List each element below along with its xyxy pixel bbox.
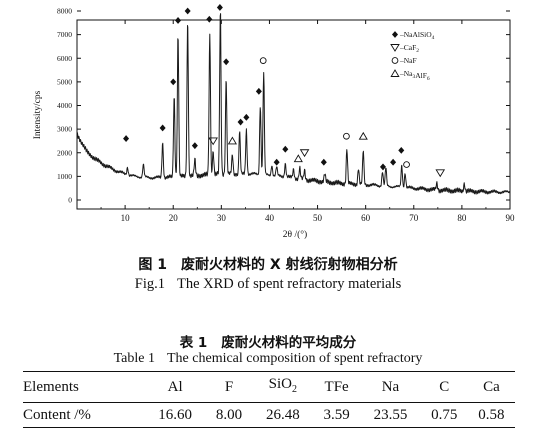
column-header: Ca	[467, 371, 515, 403]
legend-symbol-naalsio4	[392, 31, 398, 38]
phase-marker-caf2	[435, 169, 446, 178]
column-header: Al	[144, 371, 206, 403]
table-row: Content /% 16.60 8.00 26.48 3.59 23.55 0…	[23, 402, 515, 428]
x-tick-label: 40	[265, 213, 275, 223]
legend-label: –Na3AlF6	[399, 69, 430, 82]
phase-marker-na3alf6	[293, 154, 303, 163]
legend-symbol-caf2	[390, 44, 400, 52]
y-tick-label: 8000	[57, 7, 72, 16]
phase-marker-naalsio4	[243, 113, 250, 121]
y-tick-label: 1000	[57, 172, 72, 181]
legend-label: –NaF	[399, 56, 417, 65]
plot-border	[76, 19, 511, 210]
x-tick-label: 50	[313, 213, 323, 223]
legend-symbol-na3alf6	[390, 69, 400, 77]
phase-marker-naalsio4	[159, 124, 166, 132]
column-header: Na	[360, 371, 421, 403]
phase-marker-naalsio4	[320, 158, 327, 166]
y-tick-label: 2000	[57, 148, 72, 157]
phase-marker-naalsio4	[175, 17, 182, 24]
figure-number-en: Fig.1	[134, 276, 165, 292]
x-tick-label: 60	[361, 213, 371, 223]
phase-marker-naalsio4	[273, 158, 280, 166]
y-tick-label: 7000	[57, 30, 72, 39]
y-tick-label: 6000	[57, 54, 72, 63]
phase-marker-naalsio4	[191, 142, 198, 150]
y-tick-label: 0	[68, 196, 72, 205]
phase-marker-naalsio4	[223, 58, 230, 66]
y-tick-label: 5000	[57, 77, 72, 86]
plot-frame	[76, 19, 511, 210]
xrd-pattern-line	[76, 13, 511, 195]
value-cell: 26.48	[252, 402, 314, 428]
phase-marker-naalsio4	[255, 87, 262, 95]
phase-marker-naalsio4	[390, 158, 397, 166]
phase-marker-naalsio4	[123, 135, 130, 142]
x-axis-title: 2θ /(°)	[283, 229, 307, 240]
figure-title-en: The XRD of spent refractory materials	[176, 276, 402, 292]
value-cell: 0.75	[420, 402, 468, 428]
x-tick-label: 70	[409, 213, 419, 223]
header-label-cell: Elements	[23, 371, 145, 403]
phase-marker-naalsio4	[184, 7, 191, 15]
table-header-row: Elements Al F SiO2 TFe Na C Ca	[23, 371, 515, 403]
table-title-en: The chemical composition of spent refrac…	[167, 351, 423, 366]
x-tick-label: 80	[457, 213, 467, 223]
column-header: SiO2	[252, 371, 314, 403]
phase-markers	[123, 4, 446, 178]
phase-marker-naf	[259, 57, 267, 64]
phase-marker-na3alf6	[227, 136, 237, 145]
figure-title-cn: 废耐火材料的 X 射线衍射物相分析	[181, 257, 398, 273]
x-tick-label: 30	[217, 213, 227, 223]
phase-marker-naalsio4	[398, 146, 405, 154]
phase-marker-naalsio4	[206, 15, 213, 23]
x-tick-label: 20	[169, 213, 179, 223]
xrd-chart: 10 20 30 40 50 60 70 80 90 0 1000 2000 3000 4000 5000…	[33, 4, 516, 240]
phase-marker-naalsio4	[379, 163, 386, 171]
column-header: TFe	[313, 371, 361, 403]
phase-marker-naalsio4	[237, 118, 244, 126]
column-header: C	[420, 371, 468, 403]
value-cell: 8.00	[205, 402, 253, 428]
phase-marker-na3alf6	[358, 131, 368, 140]
phase-marker-naalsio4	[170, 78, 177, 86]
table-caption-english: Table 1 The chemical composition of spent…	[0, 351, 536, 367]
legend-label: –CaF2	[399, 43, 419, 54]
composition-table: Elements Al F SiO2 TFe Na C Ca Content /…	[23, 371, 515, 428]
y-tick-label: 4000	[57, 101, 72, 110]
row-label-cell: Content /%	[23, 402, 145, 428]
x-tick-label: 90	[506, 213, 516, 223]
value-cell: 0.58	[467, 402, 515, 428]
column-header: F	[205, 371, 253, 403]
y-axis-ticks: 0 1000 2000 3000 4000 5000 6000 7000 8000	[57, 7, 510, 205]
value-cell: 3.59	[313, 402, 361, 428]
legend-label: –NaAlSiO4	[399, 30, 435, 41]
table-caption-chinese: 表 1 废耐火材料的平均成分	[0, 331, 536, 351]
phase-marker-caf2	[299, 149, 310, 158]
figure-caption-chinese: 图 1 废耐火材料的 X 射线衍射物相分析	[0, 254, 536, 274]
legend-symbol-naf	[391, 57, 399, 64]
phase-marker-naf	[403, 161, 410, 168]
x-tick-label: 10	[121, 213, 131, 223]
figure-caption-english: Fig.1 The XRD of spent refractory materia…	[0, 276, 536, 293]
table-number-en: Table 1	[113, 351, 155, 366]
y-tick-label: 3000	[57, 125, 72, 134]
phase-marker-caf2	[208, 137, 218, 146]
x-axis-ticks: 10 20 30 40 50 60 70 80 90	[100, 20, 516, 223]
y-axis-title: Intensity/cps	[33, 90, 43, 139]
table-title-cn: 废耐火材料的平均成分	[221, 335, 357, 351]
phase-marker-naalsio4	[282, 145, 289, 153]
chart-legend: –NaAlSiO4 –CaF2 –NaF –Na3AlF6	[390, 30, 435, 82]
figure-number-cn: 图 1	[138, 257, 168, 273]
table-number-cn: 表 1	[179, 335, 208, 351]
phase-marker-naalsio4	[216, 4, 223, 11]
value-cell: 16.60	[144, 402, 206, 428]
phase-marker-naf	[343, 132, 350, 140]
value-cell: 23.55	[360, 402, 421, 428]
